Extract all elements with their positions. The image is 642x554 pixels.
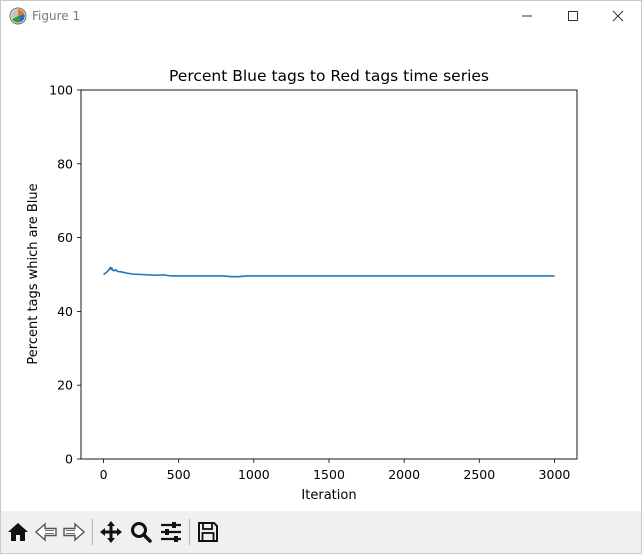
x-axis-label: Iteration bbox=[301, 488, 356, 503]
magnifier-icon bbox=[131, 522, 152, 543]
toolbar-separator bbox=[189, 519, 190, 545]
close-button[interactable] bbox=[595, 1, 641, 31]
maximize-button[interactable] bbox=[550, 1, 596, 31]
x-tick-label: 500 bbox=[167, 467, 191, 482]
matplotlib-figure-icon bbox=[9, 7, 27, 25]
title-bar[interactable]: Figure 1 bbox=[1, 1, 641, 31]
x-tick-label: 1000 bbox=[238, 467, 270, 482]
y-tick-label: 80 bbox=[57, 156, 73, 171]
y-tick-label: 40 bbox=[57, 304, 73, 319]
x-tick-label: 2500 bbox=[463, 467, 495, 482]
maximize-icon bbox=[568, 11, 578, 21]
x-tick-label: 0 bbox=[100, 467, 108, 482]
y-tick-label: 0 bbox=[65, 452, 73, 467]
home-button[interactable] bbox=[5, 519, 31, 545]
pan-button[interactable] bbox=[98, 519, 124, 545]
toolbar-separator bbox=[92, 519, 93, 545]
save-button[interactable] bbox=[195, 519, 221, 545]
back-button[interactable] bbox=[33, 519, 59, 545]
configure-subplots-button[interactable] bbox=[158, 519, 184, 545]
forward-button[interactable] bbox=[61, 519, 87, 545]
y-tick-label: 100 bbox=[49, 83, 73, 98]
y-tick-label: 60 bbox=[57, 230, 73, 245]
minimize-icon bbox=[522, 15, 532, 17]
arrow-left-icon bbox=[34, 522, 57, 542]
x-tick-label: 1500 bbox=[313, 467, 345, 482]
chart-title: Percent Blue tags to Red tags time serie… bbox=[169, 67, 489, 85]
arrow-right-icon bbox=[63, 522, 86, 542]
window-title: Figure 1 bbox=[32, 9, 81, 23]
navigation-toolbar bbox=[1, 511, 641, 553]
x-tick-label: 3000 bbox=[539, 467, 571, 482]
figure-canvas[interactable]: Percent Blue tags to Red tags time serie… bbox=[1, 31, 641, 511]
line-chart[interactable]: Percent Blue tags to Red tags time serie… bbox=[1, 31, 641, 511]
axes-frame bbox=[80, 89, 578, 460]
zoom-button[interactable] bbox=[128, 519, 154, 545]
floppy-disk-icon bbox=[198, 522, 218, 542]
y-tick-label: 20 bbox=[57, 378, 73, 393]
x-tick-label: 2000 bbox=[388, 467, 420, 482]
series-line bbox=[103, 266, 555, 278]
home-icon bbox=[8, 523, 28, 541]
sliders-icon bbox=[161, 522, 181, 542]
y-axis-label: Percent tags which are Blue bbox=[26, 183, 41, 364]
close-icon bbox=[612, 10, 624, 22]
minimize-button[interactable] bbox=[504, 1, 550, 31]
move-icon bbox=[100, 521, 122, 543]
